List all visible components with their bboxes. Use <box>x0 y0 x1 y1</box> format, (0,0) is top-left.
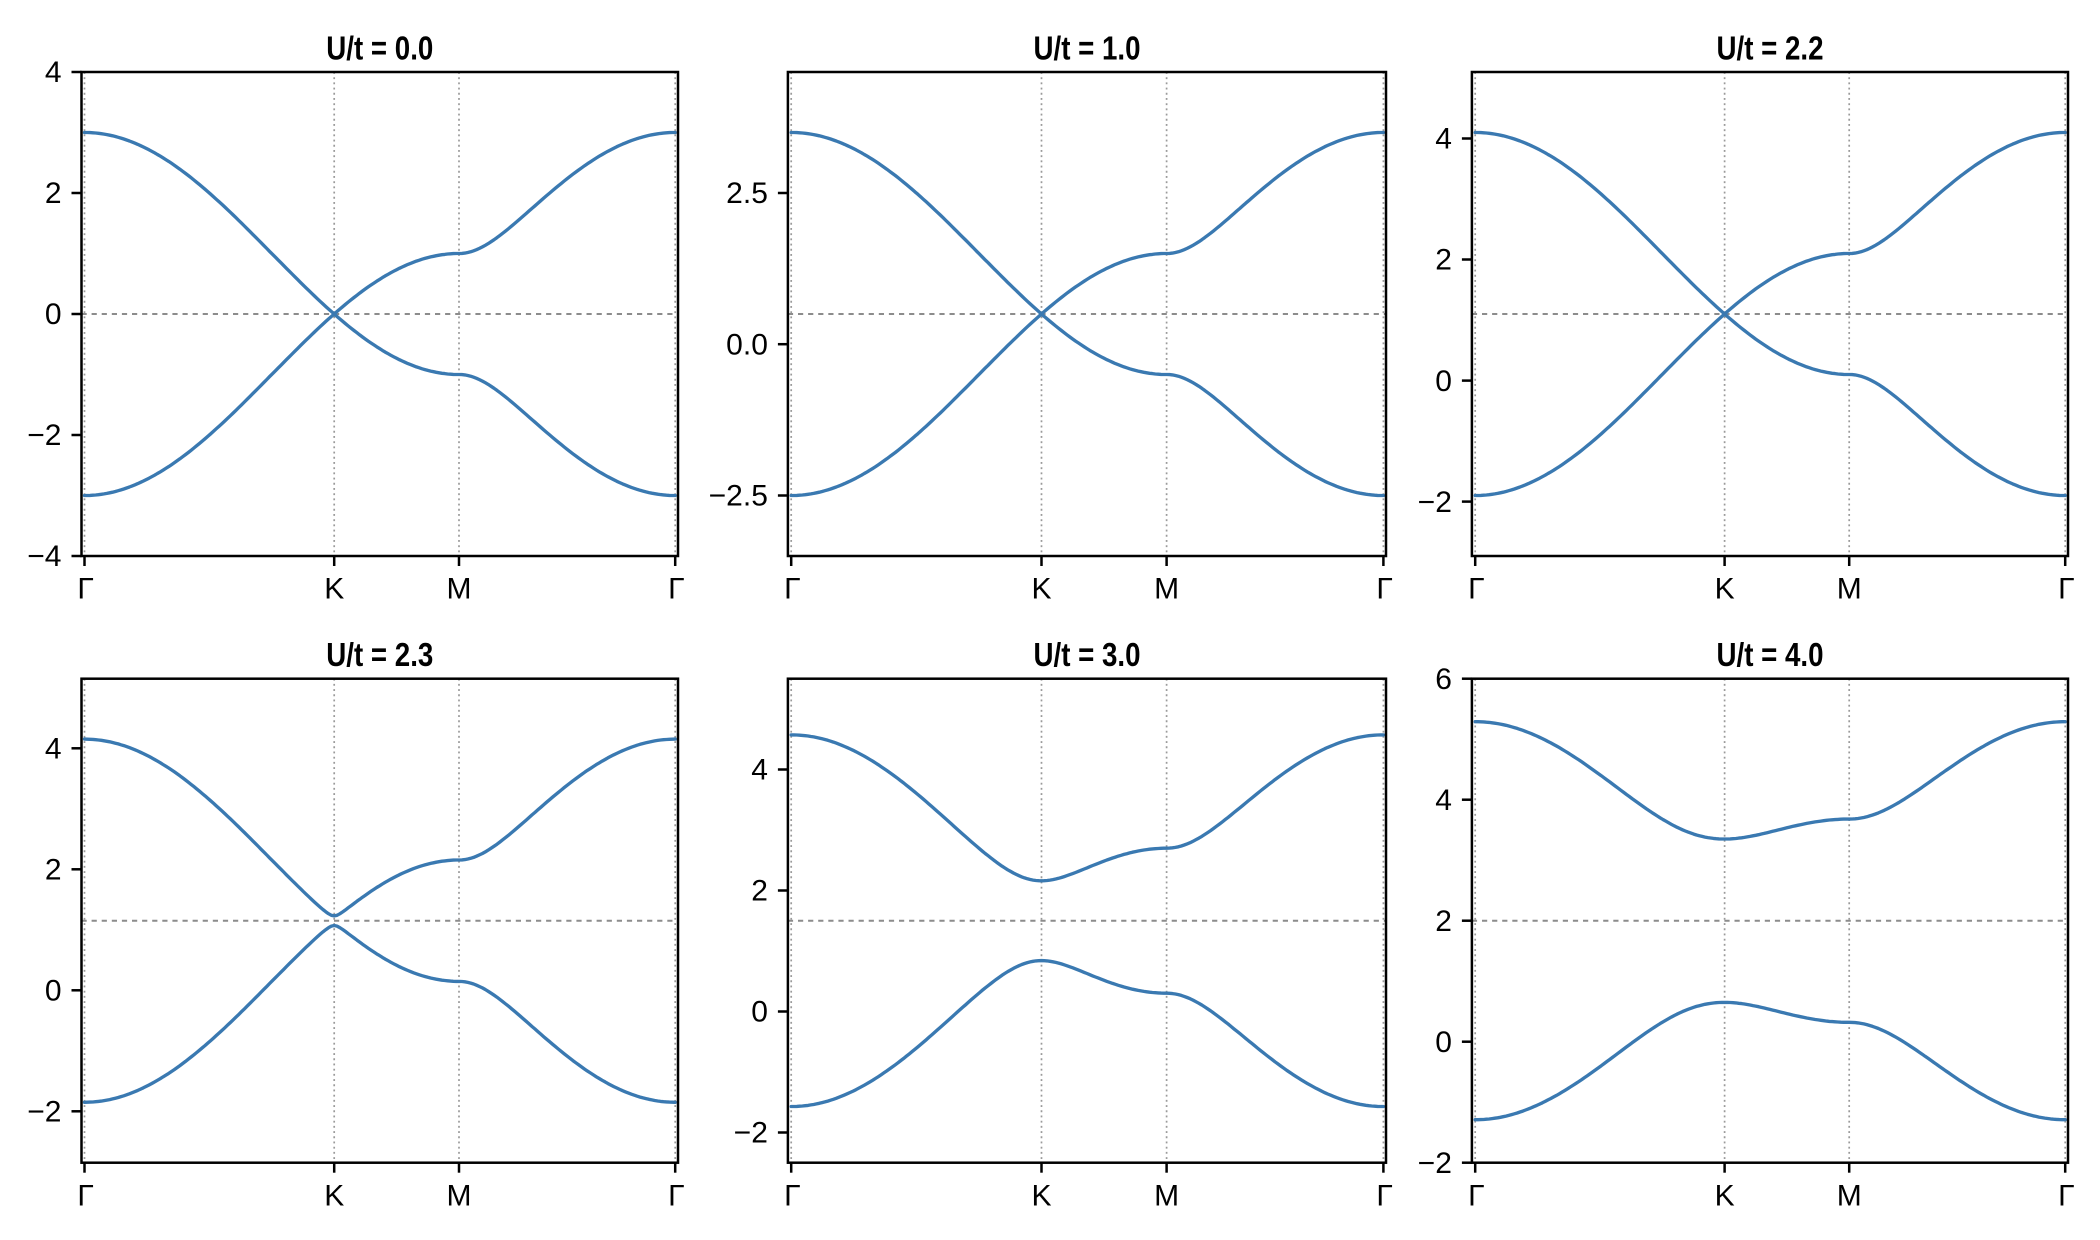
svg-text:0: 0 <box>45 298 62 331</box>
svg-text:K: K <box>1715 573 1735 606</box>
svg-text:Γ: Γ <box>77 1180 94 1213</box>
svg-text:U/t = 0.0: U/t = 0.0 <box>326 30 433 67</box>
svg-text:M: M <box>1837 573 1862 606</box>
svg-text:M: M <box>447 573 472 606</box>
svg-text:Γ: Γ <box>784 1180 801 1213</box>
svg-text:−4: −4 <box>27 540 61 573</box>
svg-text:Γ: Γ <box>784 573 801 606</box>
svg-text:4: 4 <box>751 754 768 787</box>
svg-text:2: 2 <box>751 875 768 908</box>
svg-text:0: 0 <box>1435 1026 1452 1059</box>
svg-text:6: 6 <box>1435 663 1452 696</box>
svg-text:−2: −2 <box>27 419 61 452</box>
svg-text:4: 4 <box>45 56 62 89</box>
svg-text:−2.5: −2.5 <box>709 480 768 513</box>
svg-text:Γ: Γ <box>2058 573 2075 606</box>
svg-text:Γ: Γ <box>2058 1180 2075 1213</box>
svg-text:4: 4 <box>1435 784 1452 817</box>
svg-text:−2: −2 <box>734 1117 768 1150</box>
svg-text:2.5: 2.5 <box>726 177 768 210</box>
svg-text:2: 2 <box>1435 244 1452 277</box>
svg-text:U/t = 3.0: U/t = 3.0 <box>1034 636 1141 673</box>
svg-text:U/t = 2.2: U/t = 2.2 <box>1717 30 1824 67</box>
svg-text:4: 4 <box>45 733 62 766</box>
svg-text:0: 0 <box>45 975 62 1008</box>
svg-text:M: M <box>1154 1180 1179 1213</box>
svg-text:2: 2 <box>45 854 62 887</box>
svg-text:M: M <box>1154 573 1179 606</box>
svg-text:K: K <box>324 573 344 606</box>
svg-text:2: 2 <box>1435 905 1452 938</box>
svg-text:Γ: Γ <box>1468 1180 1485 1213</box>
svg-text:Γ: Γ <box>1468 573 1485 606</box>
svg-text:K: K <box>1031 573 1051 606</box>
svg-text:M: M <box>447 1180 472 1213</box>
svg-text:U/t = 2.3: U/t = 2.3 <box>326 636 433 673</box>
svg-text:U/t = 1.0: U/t = 1.0 <box>1034 30 1141 67</box>
svg-text:K: K <box>1031 1180 1051 1213</box>
svg-text:−2: −2 <box>1418 1147 1452 1180</box>
svg-text:4: 4 <box>1435 123 1452 156</box>
svg-text:U/t = 4.0: U/t = 4.0 <box>1717 636 1824 673</box>
svg-text:K: K <box>324 1180 344 1213</box>
svg-text:−2: −2 <box>27 1096 61 1129</box>
svg-text:Γ: Γ <box>1376 1180 1393 1213</box>
svg-text:0: 0 <box>751 996 768 1029</box>
svg-text:Γ: Γ <box>1376 573 1393 606</box>
svg-text:2: 2 <box>45 177 62 210</box>
svg-text:Γ: Γ <box>77 573 94 606</box>
svg-text:0: 0 <box>1435 365 1452 398</box>
svg-text:Γ: Γ <box>668 1180 685 1213</box>
svg-text:Γ: Γ <box>668 573 685 606</box>
svg-text:0.0: 0.0 <box>726 328 768 361</box>
svg-text:K: K <box>1715 1180 1735 1213</box>
svg-text:−2: −2 <box>1418 486 1452 519</box>
svg-text:M: M <box>1837 1180 1862 1213</box>
